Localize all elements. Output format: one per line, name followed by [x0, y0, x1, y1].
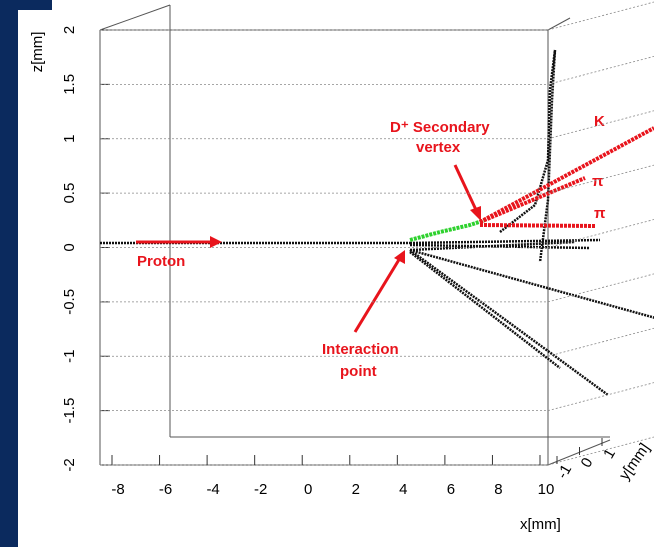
box [100, 5, 610, 465]
z-tick-label: -0.5 [61, 289, 78, 315]
z-tick-label: 0.5 [61, 183, 78, 204]
y-tick-label: -1 [554, 462, 575, 482]
z-tick-label: 2 [61, 26, 78, 34]
annotation: π [592, 173, 604, 190]
side-band [0, 0, 18, 547]
z-tick-label: -1.5 [61, 398, 78, 424]
x-axis-label: x[mm] [520, 516, 561, 533]
x-tick-label: 6 [447, 481, 455, 498]
grid-line [548, 220, 654, 248]
annotation: K [594, 113, 605, 130]
grid-line [548, 328, 654, 356]
y-tick-label: 0 [578, 455, 597, 471]
x-tick-label: -6 [159, 481, 172, 498]
z-tick-label: 0 [61, 243, 78, 251]
page: D⁺ Secondary vertex K π π Proton Interac… [0, 0, 654, 547]
x-tick-label: 4 [399, 481, 407, 498]
annotation: point [340, 363, 377, 380]
z-tick-label: 1 [61, 135, 78, 143]
z-axis-label: z[mm] [29, 32, 46, 73]
x-tick-label: 10 [538, 481, 555, 498]
chart: D⁺ Secondary vertex K π π Proton Interac… [0, 0, 654, 547]
annotation: D⁺ Secondary [390, 119, 490, 136]
annotation: vertex [416, 139, 461, 156]
top-band [0, 0, 52, 10]
y-tick-label: 1 [600, 446, 619, 462]
z-tick-label: -2 [61, 458, 78, 471]
grid-line [548, 56, 654, 84]
grid-line [548, 2, 654, 30]
x-tick-label: -8 [111, 481, 124, 498]
annotation: Proton [137, 253, 185, 270]
annotation: Interaction [322, 341, 399, 358]
x-tick-label: 2 [352, 481, 360, 498]
x-tick-label: -4 [206, 481, 219, 498]
y-axis-label: y[mm] [616, 440, 653, 483]
grid-line [548, 383, 654, 411]
x-tick-label: 8 [494, 481, 502, 498]
x-tick-label: -2 [254, 481, 267, 498]
x-tick-label: 0 [304, 481, 312, 498]
annotation: π [594, 205, 606, 222]
z-tick-label: 1.5 [61, 74, 78, 95]
z-tick-label: -1 [61, 350, 78, 363]
grid-line [548, 274, 654, 302]
